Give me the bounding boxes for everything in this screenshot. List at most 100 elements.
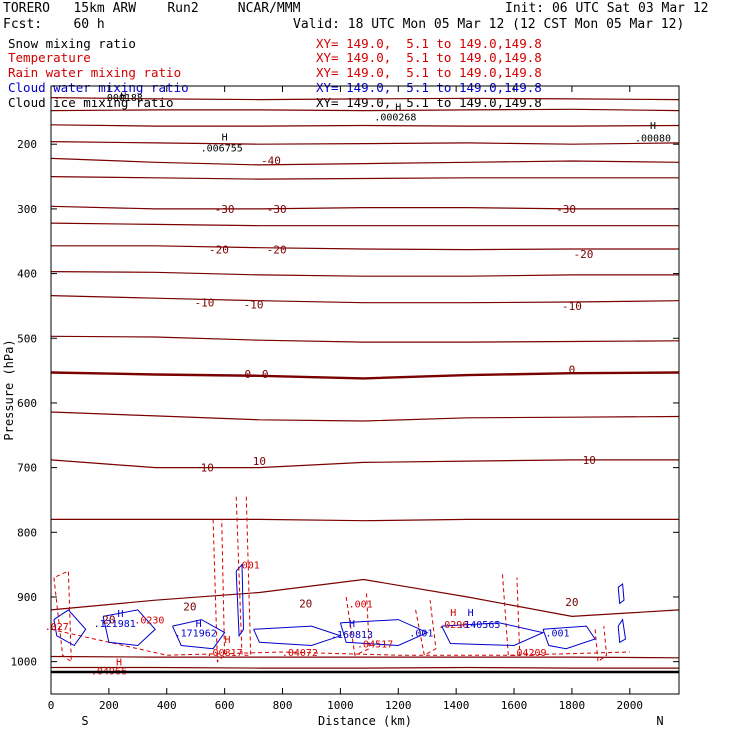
forecast-hour: Fcst: 60 h <box>3 17 105 32</box>
field-extremum-label: .121981 <box>94 619 136 630</box>
temperature-contour-label: 0 <box>569 363 576 376</box>
x-tick-label: 0 <box>48 699 55 712</box>
contour-labels: -40-30 -30 -30-20 -20 -20-10 -10 -100 0 010 10 102… <box>45 92 671 678</box>
y-tick-label: 300 <box>17 203 37 216</box>
field-extremum-label: H <box>120 92 126 103</box>
plot-frame <box>50 85 680 695</box>
temperature-contour-label: -10 <box>244 299 264 312</box>
x-end-label-south: S <box>81 714 88 728</box>
field-extremum-label: .000268 <box>374 112 416 123</box>
x-tick-label: 1600 <box>501 699 528 712</box>
x-tick-label: 800 <box>273 699 293 712</box>
field-extremum-label: .00080 <box>635 134 671 145</box>
field-extremum-label: .006755 <box>201 143 243 154</box>
rain-water-contour <box>50 628 630 656</box>
field-extremum-label: .0296 <box>438 620 468 631</box>
field-extremum-label: .0230 <box>134 616 164 627</box>
temperature-contour--10 <box>50 295 680 304</box>
legend-cloudwater-xy: XY= 149.0, 5.1 to 149.0,149.8 <box>316 80 542 95</box>
field-extremum-label: .001 <box>236 561 260 572</box>
field-extremum-label: .04072 <box>282 648 318 659</box>
field-extremum-label: H <box>650 121 656 132</box>
x-tick-label: 1000 <box>327 699 354 712</box>
hydrometeor-fields <box>50 496 630 663</box>
temperature-contour-label: -30 <box>267 203 287 216</box>
field-extremum-label: H <box>116 658 122 669</box>
cloud-water-contour <box>617 583 625 605</box>
cloud-water-contour <box>253 625 342 647</box>
y-tick-label: 700 <box>17 462 37 475</box>
temperature-contour-label: 20 <box>565 596 578 609</box>
field-extremum-label: .001 <box>409 629 433 640</box>
temperature-contour--20 <box>51 245 679 251</box>
y-tick-label: 400 <box>17 268 37 281</box>
field-extremum-label: .001 <box>545 629 569 640</box>
temperature-contour-label: -10 <box>562 300 582 313</box>
temperature-contour--50 <box>50 124 680 127</box>
rain-water-contour <box>594 626 608 663</box>
y-tick-label: 500 <box>17 332 37 345</box>
field-extremum-label: .04517 <box>357 640 393 651</box>
cloud-water-contour <box>172 619 226 650</box>
cloud-water-contour <box>235 563 245 638</box>
cloud-water-contour <box>339 619 429 647</box>
x-tick-label: 1200 <box>385 699 412 712</box>
legend-cloudwater-name: Cloud water mixing ratio <box>8 80 189 95</box>
cloud-water-contour <box>53 609 87 647</box>
field-extremum-label: .140565 <box>458 620 500 631</box>
legend-rain-xy: XY= 149.0, 5.1 to 149.0,149.8 <box>316 65 542 80</box>
field-extremum-label: H <box>395 103 401 114</box>
x-tick-label: 2000 <box>617 699 644 712</box>
x-tick-label: 1800 <box>559 699 586 712</box>
rain-water-contour <box>212 519 226 663</box>
rain-water-contour <box>415 600 437 656</box>
field-extremum-label: .00817 <box>207 648 243 659</box>
temperature-contour-25 <box>50 655 680 659</box>
legend-snow-xy: XY= 149.0, 5.1 to 149.0,149.8 <box>316 36 542 51</box>
x-tick-label: 600 <box>215 699 235 712</box>
legend-temp-xy: XY= 149.0, 5.1 to 149.0,149.8 <box>316 50 542 65</box>
temperature-contour-label: 20 <box>102 614 115 627</box>
temperature-contour-label: 10 <box>201 462 214 475</box>
x-end-label-north: N <box>656 714 663 728</box>
x-axis-label: Distance (km) <box>318 714 412 728</box>
temperature-contour-label: 0 <box>262 368 269 381</box>
rain-water-contour <box>345 590 370 656</box>
field-extremum-label: .001 <box>349 599 373 610</box>
temperature-contour-label: -20 <box>574 248 594 261</box>
temperature-contour--40 <box>50 157 680 166</box>
temperature-contour-10 <box>50 459 679 469</box>
field-extremum-label: H <box>196 619 202 630</box>
temperature-contour-15 <box>51 518 679 522</box>
cloud-water-contour <box>441 622 545 647</box>
temperature-contour-20 <box>50 578 680 618</box>
temperature-contour--60 <box>50 97 680 101</box>
legend-snow-name: Snow mixing ratio <box>8 36 136 51</box>
cloud-water-contour <box>542 625 596 650</box>
temperature-contour--35 <box>50 176 679 180</box>
rain-water-contour <box>235 496 252 656</box>
y-tick-label: 600 <box>17 397 37 410</box>
temperature-contour-label: -30 <box>215 203 235 216</box>
field-extremum-label: H <box>224 635 230 646</box>
temperature-contour--45 <box>50 141 680 145</box>
temperature-contours <box>50 97 680 669</box>
field-extremum-label: .160813 <box>331 630 373 641</box>
temperature-contour--5 <box>50 335 680 343</box>
y-tick-label: 800 <box>17 526 37 539</box>
axes: 0 200 400 600 800 1000 1200 1400 1600 1800 2000200… <box>11 86 679 712</box>
init-time: Init: 06 UTC Sat 03 Mar 12 <box>505 1 709 16</box>
field-extremum-label: H <box>222 133 228 144</box>
field-extremum-label: H <box>117 609 123 620</box>
temperature-contour-label: 20 <box>183 601 196 614</box>
y-tick-label: 200 <box>17 138 37 151</box>
legend-rain-name: Rain water mixing ratio <box>8 65 182 80</box>
temperature-contour--55 <box>50 108 680 112</box>
field-extremum-label: H <box>450 608 456 619</box>
valid-time: Valid: 18 UTC Mon 05 Mar 12 (12 CST Mon … <box>293 17 685 32</box>
temperature-contour--30 <box>50 205 679 210</box>
field-extremum-label: H <box>468 608 474 619</box>
temperature-contour-5 <box>50 411 680 422</box>
temperature-contour-label: -20 <box>209 244 229 257</box>
